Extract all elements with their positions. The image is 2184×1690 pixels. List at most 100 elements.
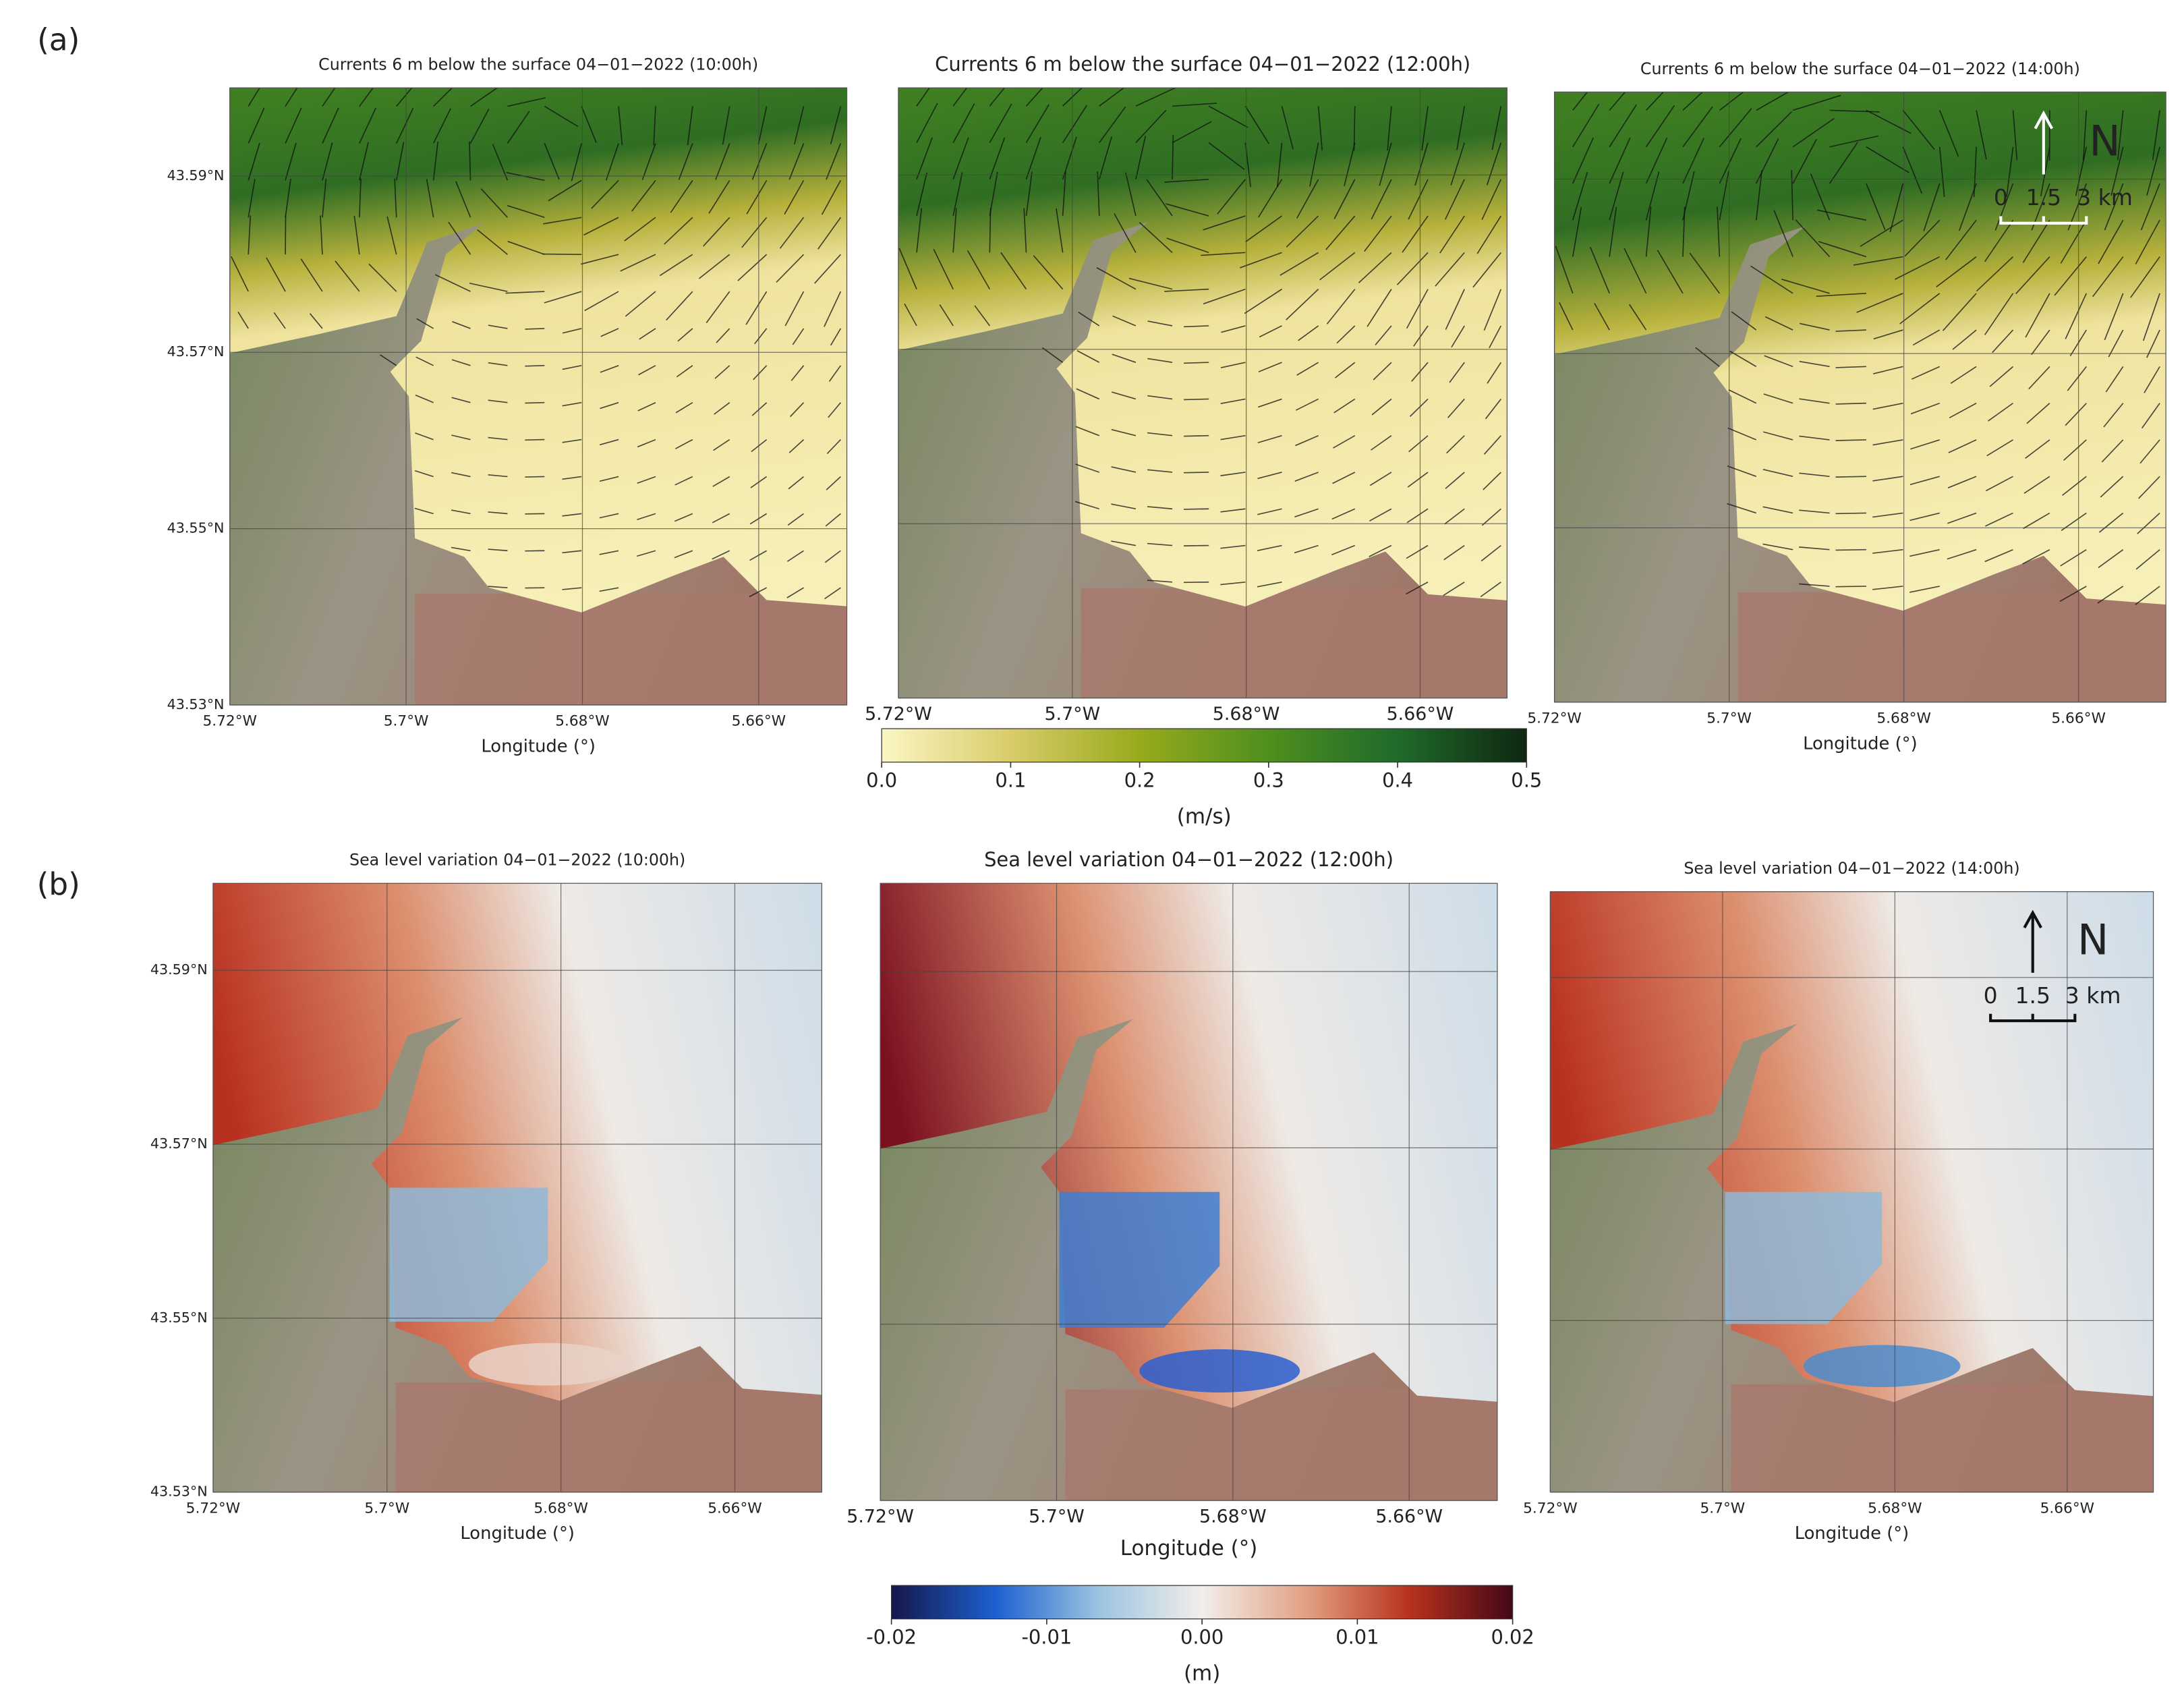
inner-harbour — [389, 1187, 548, 1322]
current-arrow — [916, 172, 927, 217]
current-arrow — [2092, 256, 2124, 298]
current-arrow — [309, 313, 323, 329]
current-arrow — [830, 328, 842, 346]
current-arrow — [507, 111, 530, 144]
current-arrow — [989, 208, 992, 253]
current-arrow — [653, 106, 656, 146]
current-arrow — [1443, 582, 1465, 596]
current-arrow — [359, 178, 362, 218]
current-arrow — [1331, 544, 1356, 556]
current-arrow — [1147, 580, 1173, 583]
current-arrow — [386, 216, 397, 255]
current-arrow — [2104, 183, 2124, 231]
current-arrow — [1332, 472, 1356, 484]
current-arrow — [433, 88, 453, 107]
current-arrow — [451, 397, 471, 403]
current-arrow — [1909, 548, 1940, 557]
current-arrow — [1402, 215, 1429, 253]
current-arrow — [2135, 219, 2160, 264]
current-arrow — [636, 550, 656, 557]
current-arrow — [2028, 366, 2050, 390]
current-arrow — [1799, 509, 1830, 514]
current-arrow — [1371, 179, 1392, 220]
map-frame — [880, 882, 1498, 1501]
current-arrow — [1762, 543, 1793, 551]
current-arrow — [1244, 288, 1282, 314]
current-arrow — [676, 365, 693, 378]
x-tick-label: 5.72°W — [202, 713, 257, 730]
current-arrow — [1938, 146, 1945, 197]
current-arrow — [1172, 121, 1212, 144]
current-arrow — [488, 586, 508, 588]
current-arrow — [1294, 472, 1319, 482]
scale-label: 3 km — [2077, 184, 2133, 210]
current-arrow — [2144, 366, 2160, 393]
current-arrow — [754, 328, 768, 345]
current-arrow — [1111, 540, 1137, 546]
current-arrow — [525, 476, 545, 478]
current-arrow — [687, 106, 693, 146]
current-arrow — [904, 303, 917, 327]
current-arrow — [1486, 142, 1502, 186]
panel-title: Currents 6 m below the surface 04−01−202… — [935, 53, 1470, 76]
current-arrow — [1727, 503, 1757, 514]
current-arrow — [708, 179, 730, 214]
current-arrow — [562, 439, 582, 443]
current-arrow — [939, 304, 954, 327]
current-arrow — [562, 587, 582, 590]
current-arrow — [248, 142, 260, 181]
current-arrow — [1682, 106, 1713, 148]
x-tick-label: 5.72°W — [1523, 1500, 1578, 1517]
current-arrow — [1483, 289, 1502, 331]
current-arrow — [1609, 137, 1631, 184]
current-arrow — [675, 401, 693, 414]
current-arrow — [451, 434, 471, 441]
current-arrow — [974, 305, 990, 327]
map-frame — [229, 87, 848, 706]
map-panel: 5.72°W 5.7°W 5.68°W 5.66°W Currents 6 m belo… — [865, 53, 1508, 725]
colorbar-tick-label: 0.0 — [866, 769, 897, 792]
current-arrow — [1208, 105, 1248, 128]
current-arrow — [1375, 325, 1392, 345]
current-arrow — [380, 354, 397, 366]
current-arrow — [451, 472, 471, 478]
current-arrow — [1609, 206, 1617, 257]
current-arrow — [1344, 142, 1356, 186]
north-arrow-head — [2034, 110, 2054, 130]
panel-title: Currents 6 m below the surface 04−01−202… — [318, 55, 758, 74]
current-arrow — [1407, 472, 1429, 488]
current-arrow — [599, 439, 619, 446]
current-arrow — [1799, 583, 1830, 587]
current-arrow — [562, 401, 582, 407]
x-tick-label: 5.68°W — [1876, 710, 1931, 727]
current-arrow — [1097, 171, 1100, 217]
current-arrow — [414, 470, 434, 478]
current-arrow — [1984, 219, 2014, 262]
current-arrow — [2054, 256, 2087, 296]
current-arrow — [1949, 402, 1977, 419]
current-arrow — [1795, 219, 1831, 258]
current-arrow — [674, 439, 693, 449]
current-arrow — [2026, 403, 2050, 424]
current-arrow — [600, 401, 619, 410]
current-arrow — [1472, 252, 1502, 288]
current-arrow — [1184, 581, 1209, 584]
current-arrow — [2138, 476, 2160, 499]
map — [1554, 92, 2166, 702]
current-arrow — [1435, 252, 1465, 287]
north-label: N — [2077, 915, 2108, 964]
current-arrow — [1396, 252, 1429, 285]
x-axis-label: Longitude (°) — [460, 1523, 575, 1544]
current-arrow — [1111, 466, 1137, 473]
sea — [1554, 92, 2166, 611]
current-arrow — [989, 137, 1006, 180]
current-arrow — [825, 513, 841, 527]
current-arrow — [1220, 472, 1246, 476]
scale-label: 0 — [1994, 184, 2008, 210]
sea — [880, 883, 1497, 1408]
colorbar-tick-label: 0.01 — [1335, 1626, 1379, 1649]
current-arrow — [757, 106, 768, 145]
current-arrow — [1727, 427, 1757, 441]
city — [1081, 588, 1507, 698]
current-arrow — [1240, 252, 1282, 269]
